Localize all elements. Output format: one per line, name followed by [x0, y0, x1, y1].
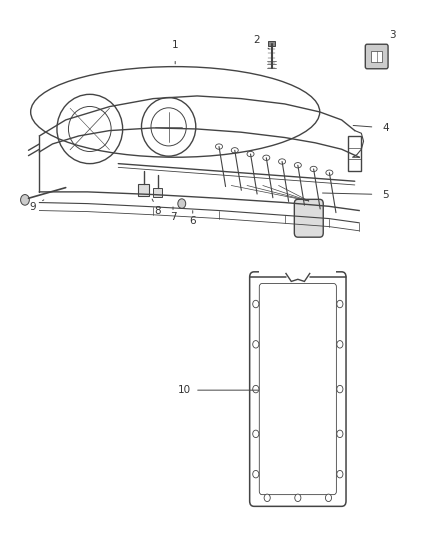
Circle shape — [325, 494, 332, 502]
Circle shape — [337, 341, 343, 348]
Circle shape — [337, 430, 343, 438]
Text: 10: 10 — [177, 385, 191, 395]
Circle shape — [337, 385, 343, 393]
Text: 7: 7 — [170, 213, 177, 222]
Circle shape — [253, 385, 259, 393]
Bar — [348, 136, 361, 171]
Text: 6: 6 — [189, 216, 196, 226]
Circle shape — [253, 300, 259, 308]
Text: 8: 8 — [154, 206, 161, 215]
FancyBboxPatch shape — [365, 44, 388, 69]
Circle shape — [337, 471, 343, 478]
Circle shape — [253, 430, 259, 438]
Bar — [268, 41, 275, 46]
Circle shape — [178, 199, 186, 208]
Circle shape — [253, 471, 259, 478]
Bar — [153, 188, 162, 197]
Bar — [371, 51, 382, 62]
Circle shape — [264, 494, 270, 502]
Circle shape — [253, 341, 259, 348]
Circle shape — [337, 300, 343, 308]
Text: 1: 1 — [172, 41, 179, 50]
Text: 4: 4 — [382, 123, 389, 133]
Text: 9: 9 — [29, 202, 36, 212]
Circle shape — [295, 494, 301, 502]
Bar — [259, 269, 336, 278]
Text: 3: 3 — [389, 30, 396, 39]
Text: 2: 2 — [253, 35, 260, 45]
Circle shape — [21, 195, 29, 205]
FancyBboxPatch shape — [294, 199, 323, 237]
Text: 5: 5 — [382, 190, 389, 199]
Bar — [138, 184, 149, 196]
